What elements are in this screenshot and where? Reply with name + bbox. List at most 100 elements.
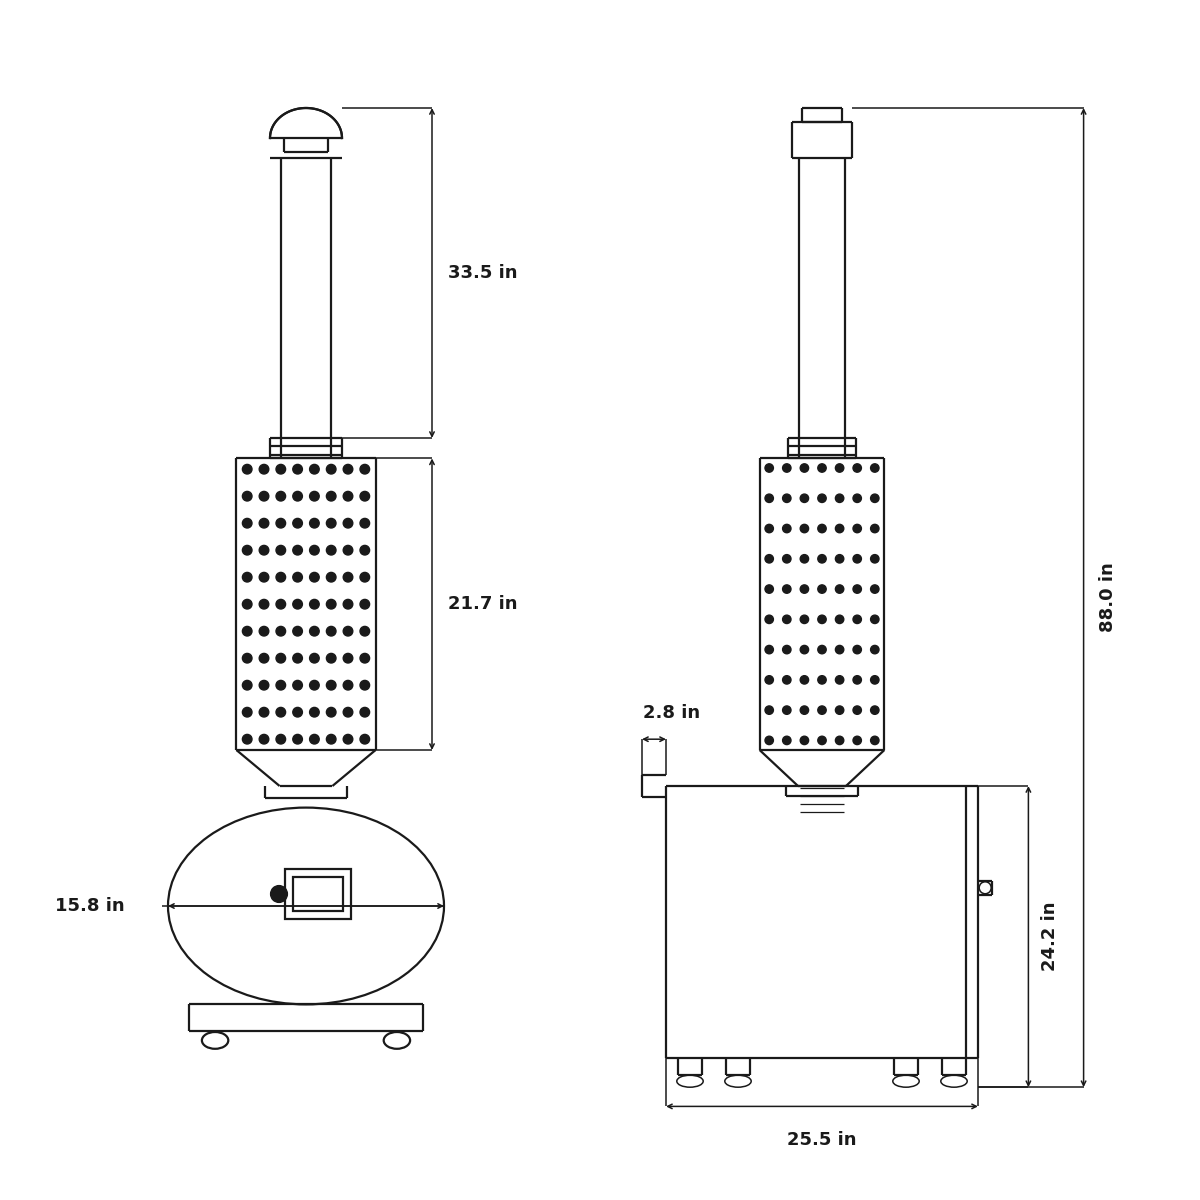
Circle shape xyxy=(310,600,319,608)
Circle shape xyxy=(259,653,269,662)
Text: 21.7 in: 21.7 in xyxy=(448,595,517,613)
Circle shape xyxy=(360,680,370,690)
Circle shape xyxy=(276,626,286,636)
Circle shape xyxy=(766,584,774,593)
Circle shape xyxy=(293,734,302,744)
Circle shape xyxy=(343,492,353,500)
Circle shape xyxy=(870,524,878,533)
Circle shape xyxy=(818,616,827,624)
Circle shape xyxy=(310,545,319,554)
Circle shape xyxy=(242,600,252,608)
Circle shape xyxy=(310,518,319,528)
Circle shape xyxy=(818,494,827,503)
Circle shape xyxy=(818,463,827,472)
Circle shape xyxy=(242,680,252,690)
Circle shape xyxy=(343,572,353,582)
Circle shape xyxy=(310,572,319,582)
Text: 88.0 in: 88.0 in xyxy=(1099,563,1117,632)
Circle shape xyxy=(800,494,809,503)
Circle shape xyxy=(800,524,809,533)
Circle shape xyxy=(853,524,862,533)
Circle shape xyxy=(870,616,878,624)
Circle shape xyxy=(766,463,774,472)
Circle shape xyxy=(800,463,809,472)
Circle shape xyxy=(360,653,370,662)
Circle shape xyxy=(276,707,286,716)
Circle shape xyxy=(782,524,791,533)
Circle shape xyxy=(800,646,809,654)
Circle shape xyxy=(242,734,252,744)
Circle shape xyxy=(766,706,774,714)
Circle shape xyxy=(835,554,844,563)
Circle shape xyxy=(360,600,370,608)
Circle shape xyxy=(293,680,302,690)
Circle shape xyxy=(293,464,302,474)
Circle shape xyxy=(766,554,774,563)
Circle shape xyxy=(766,646,774,654)
Circle shape xyxy=(782,494,791,503)
Circle shape xyxy=(276,653,286,662)
Circle shape xyxy=(870,646,878,654)
Circle shape xyxy=(326,707,336,716)
Circle shape xyxy=(310,734,319,744)
Circle shape xyxy=(818,676,827,684)
Circle shape xyxy=(782,584,791,593)
Circle shape xyxy=(259,492,269,500)
Circle shape xyxy=(870,706,878,714)
Circle shape xyxy=(259,734,269,744)
Circle shape xyxy=(310,492,319,500)
Circle shape xyxy=(242,545,252,554)
Circle shape xyxy=(782,706,791,714)
Circle shape xyxy=(326,680,336,690)
Circle shape xyxy=(242,626,252,636)
Circle shape xyxy=(766,616,774,624)
Circle shape xyxy=(276,734,286,744)
Circle shape xyxy=(293,653,302,662)
Circle shape xyxy=(276,492,286,500)
Circle shape xyxy=(276,464,286,474)
Circle shape xyxy=(853,736,862,744)
Circle shape xyxy=(800,676,809,684)
Circle shape xyxy=(271,886,288,902)
Circle shape xyxy=(870,494,878,503)
Circle shape xyxy=(310,680,319,690)
Circle shape xyxy=(343,734,353,744)
Circle shape xyxy=(242,492,252,500)
Circle shape xyxy=(293,707,302,716)
Circle shape xyxy=(343,707,353,716)
Circle shape xyxy=(870,584,878,593)
Circle shape xyxy=(276,572,286,582)
Circle shape xyxy=(818,736,827,744)
Circle shape xyxy=(259,518,269,528)
Circle shape xyxy=(343,545,353,554)
Circle shape xyxy=(835,584,844,593)
Circle shape xyxy=(782,736,791,744)
Bar xyxy=(286,869,352,919)
Circle shape xyxy=(242,653,252,662)
Circle shape xyxy=(360,734,370,744)
Circle shape xyxy=(818,554,827,563)
Circle shape xyxy=(360,464,370,474)
Circle shape xyxy=(259,464,269,474)
Circle shape xyxy=(782,463,791,472)
Circle shape xyxy=(800,706,809,714)
Circle shape xyxy=(870,736,878,744)
Circle shape xyxy=(835,676,844,684)
Circle shape xyxy=(360,545,370,554)
Circle shape xyxy=(259,680,269,690)
Circle shape xyxy=(360,492,370,500)
Circle shape xyxy=(853,646,862,654)
Circle shape xyxy=(242,464,252,474)
Circle shape xyxy=(818,706,827,714)
Circle shape xyxy=(782,646,791,654)
Text: 24.2 in: 24.2 in xyxy=(1042,902,1060,971)
Circle shape xyxy=(326,600,336,608)
Circle shape xyxy=(310,464,319,474)
Circle shape xyxy=(766,676,774,684)
Circle shape xyxy=(800,584,809,593)
Circle shape xyxy=(293,626,302,636)
Circle shape xyxy=(343,653,353,662)
Circle shape xyxy=(343,464,353,474)
Circle shape xyxy=(800,616,809,624)
Circle shape xyxy=(326,734,336,744)
